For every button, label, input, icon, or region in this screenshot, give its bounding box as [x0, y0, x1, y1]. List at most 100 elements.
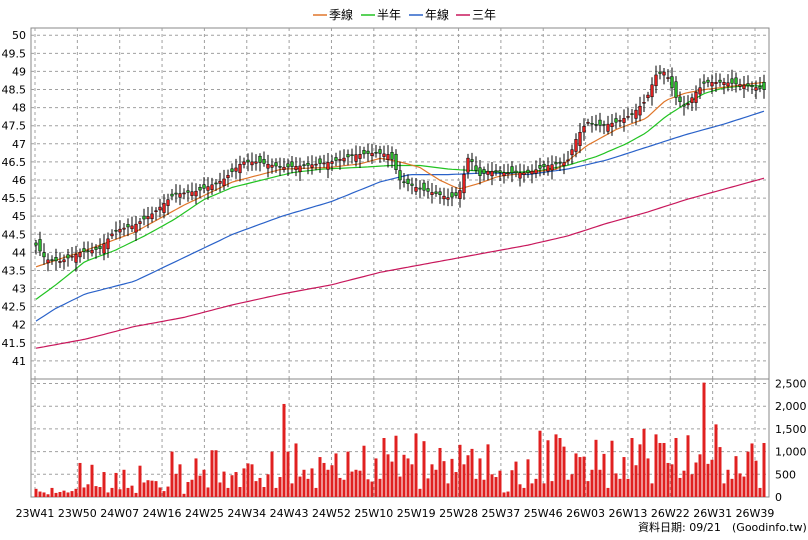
- candle-body: [234, 167, 238, 172]
- volume-bar: [106, 492, 110, 497]
- volume-tick-label: 1,000: [775, 446, 807, 459]
- x-tick-label: 24W52: [312, 507, 351, 520]
- volume-bar: [606, 487, 610, 497]
- candle-body: [342, 157, 346, 162]
- candle-body: [606, 123, 610, 132]
- volume-bar: [402, 454, 406, 497]
- volume-bar: [178, 464, 182, 497]
- candle-body: [314, 163, 318, 166]
- candle-body: [114, 229, 118, 232]
- candle-body: [362, 150, 366, 155]
- volume-bar: [410, 464, 414, 497]
- candle-body: [414, 187, 418, 192]
- x-tick-label: 25W19: [397, 507, 436, 520]
- volume-bar: [434, 469, 438, 497]
- candle-body: [638, 105, 642, 116]
- volume-bar: [378, 478, 382, 497]
- volume-bar: [510, 470, 514, 497]
- volume-tick-label: 2,000: [775, 400, 807, 413]
- candle-body: [702, 81, 706, 84]
- volume-bar: [62, 490, 66, 497]
- volume-bar: [702, 382, 706, 497]
- volume-bar: [470, 448, 474, 497]
- candle-body: [90, 249, 94, 254]
- volume-bar: [490, 474, 494, 497]
- candle-body: [466, 157, 470, 173]
- price-tick-label: 45: [12, 210, 26, 223]
- x-axis-ticks: 23W41 23W50 24W07 24W16 24W25 24W34 24W43 24W52…: [16, 507, 775, 520]
- candle-body: [618, 120, 622, 122]
- volume-bar: [662, 442, 666, 497]
- candle-body: [278, 166, 282, 168]
- volume-bar: [714, 424, 718, 497]
- volume-bar: [558, 438, 562, 497]
- candle-body: [262, 159, 266, 164]
- volume-bar: [58, 492, 62, 497]
- volume-bar: [42, 492, 46, 497]
- price-tick-label: 49: [12, 65, 26, 78]
- volume-bar: [406, 458, 410, 497]
- volume-bar: [658, 442, 662, 497]
- candle-body: [174, 192, 178, 195]
- price-tick-label: 48.5: [2, 84, 27, 97]
- candle-body: [454, 192, 458, 196]
- x-tick-label: 25W46: [524, 507, 563, 520]
- candle-body: [410, 183, 414, 186]
- candle-body: [710, 82, 714, 87]
- price-tick-label: 46: [12, 174, 26, 187]
- candle-body: [146, 216, 150, 220]
- candle-body: [194, 190, 198, 197]
- candle-body: [554, 162, 558, 165]
- candle-body: [270, 164, 274, 168]
- volume-bar: [306, 478, 310, 497]
- x-tick-label: 24W07: [100, 507, 139, 520]
- candle-body: [354, 154, 358, 162]
- candle-body: [494, 170, 498, 173]
- price-tick-label: 48: [12, 102, 26, 115]
- volume-bar: [726, 469, 730, 497]
- volume-bar: [514, 461, 518, 497]
- candle-body: [394, 153, 398, 170]
- volume-bar: [258, 477, 262, 497]
- volume-bar: [610, 440, 614, 497]
- volume-bar: [210, 450, 214, 497]
- candle-body: [378, 149, 382, 154]
- volume-bar: [710, 459, 714, 497]
- volume-bar: [574, 453, 578, 497]
- volume-bar: [746, 451, 750, 497]
- volume-bar: [458, 444, 462, 497]
- candle-body: [374, 151, 378, 154]
- candle-body: [58, 261, 62, 263]
- price-tick-label: 41: [12, 355, 26, 368]
- candle-body: [38, 239, 42, 252]
- candle-body: [162, 203, 166, 213]
- x-tick-label: 26W03: [566, 507, 605, 520]
- candle-body: [478, 167, 482, 176]
- volume-bar: [198, 475, 202, 497]
- volume-bar: [454, 472, 458, 497]
- candle-body: [214, 182, 218, 185]
- volume-bar: [602, 453, 606, 497]
- volume-bar: [414, 433, 418, 497]
- candle-body: [634, 109, 638, 119]
- price-tick-label: 50: [12, 29, 26, 42]
- candle-body: [370, 152, 374, 156]
- volume-bar: [666, 462, 670, 497]
- candle-body: [510, 166, 514, 173]
- volume-bar: [474, 478, 478, 497]
- candle-body: [526, 169, 530, 173]
- x-tick-label: 23W50: [58, 507, 97, 520]
- volume-bar: [566, 479, 570, 497]
- candle-body: [742, 84, 746, 89]
- candle-body: [178, 193, 182, 198]
- candle-body: [474, 165, 478, 171]
- candle-body: [438, 191, 442, 195]
- volume-bar: [126, 487, 130, 497]
- x-tick-label: 26W13: [609, 507, 648, 520]
- volume-bar: [182, 493, 186, 497]
- volume-bar: [694, 462, 698, 497]
- volume-bar: [190, 479, 194, 497]
- volume-bar: [386, 454, 390, 497]
- volume-bar: [738, 473, 742, 497]
